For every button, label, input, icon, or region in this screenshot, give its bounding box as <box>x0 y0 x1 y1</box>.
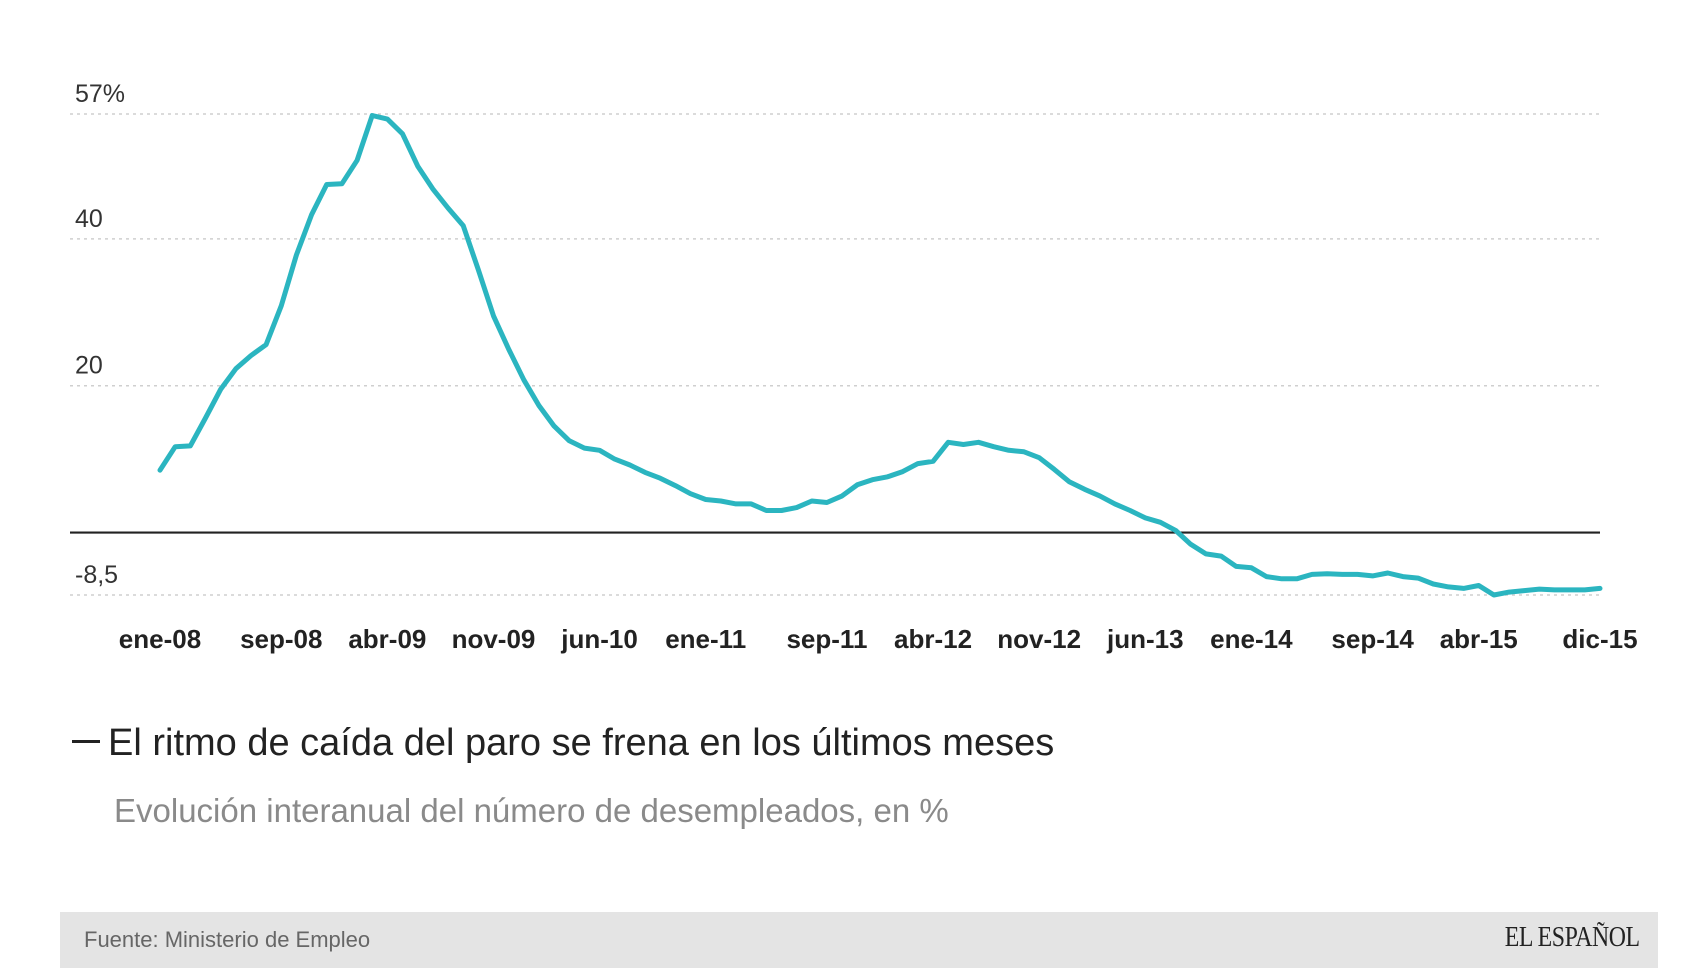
x-axis-ticks: ene-08 sep-08 abr-09 nov-09 jun-10 ene-11 sep-… <box>119 624 1638 654</box>
chart-title: El ritmo de caída del paro se frena en l… <box>72 722 1054 765</box>
y-tick-label: 20 <box>75 352 103 380</box>
y-tick-label: -8,5 <box>75 561 118 589</box>
x-tick-label: nov-12 <box>997 624 1081 654</box>
title-dash-marker <box>72 740 100 744</box>
x-tick-label: abr-12 <box>894 624 972 654</box>
line-chart: 57% 40 20 -8,5 ene-08 sep-08 abr-09 nov-09 jun-… <box>70 80 1638 654</box>
x-tick-label: sep-08 <box>240 624 322 654</box>
x-tick-label: abr-15 <box>1440 624 1518 654</box>
chart-subtitle: Evolución interanual del número de desem… <box>114 792 949 829</box>
x-tick-label: abr-09 <box>348 624 426 654</box>
chart-title-text: El ritmo de caída del paro se frena en l… <box>108 722 1055 764</box>
x-tick-label: sep-14 <box>1331 624 1414 654</box>
y-tick-label: 57% <box>75 80 125 108</box>
publisher-logo: EL ESPAÑOL <box>1505 922 1640 953</box>
y-axis-ticks: 57% 40 20 -8,5 <box>75 80 125 589</box>
x-tick-label: sep-11 <box>786 624 867 654</box>
x-tick-label: dic-15 <box>1562 624 1637 654</box>
y-tick-label: 40 <box>75 205 103 233</box>
footer-bar: Fuente: Ministerio de Empleo EL ESPAÑOL <box>60 912 1658 968</box>
x-tick-label: ene-08 <box>119 624 201 654</box>
series-line-unemployment-change <box>157 113 1603 598</box>
x-tick-label: jun-13 <box>1106 624 1184 654</box>
x-tick-label: jun-10 <box>560 624 638 654</box>
source-note: Fuente: Ministerio de Empleo <box>84 927 371 952</box>
grid-lines <box>70 113 1600 596</box>
x-tick-label: ene-11 <box>665 624 746 654</box>
x-tick-label: nov-09 <box>452 624 536 654</box>
x-tick-label: ene-14 <box>1210 624 1293 654</box>
